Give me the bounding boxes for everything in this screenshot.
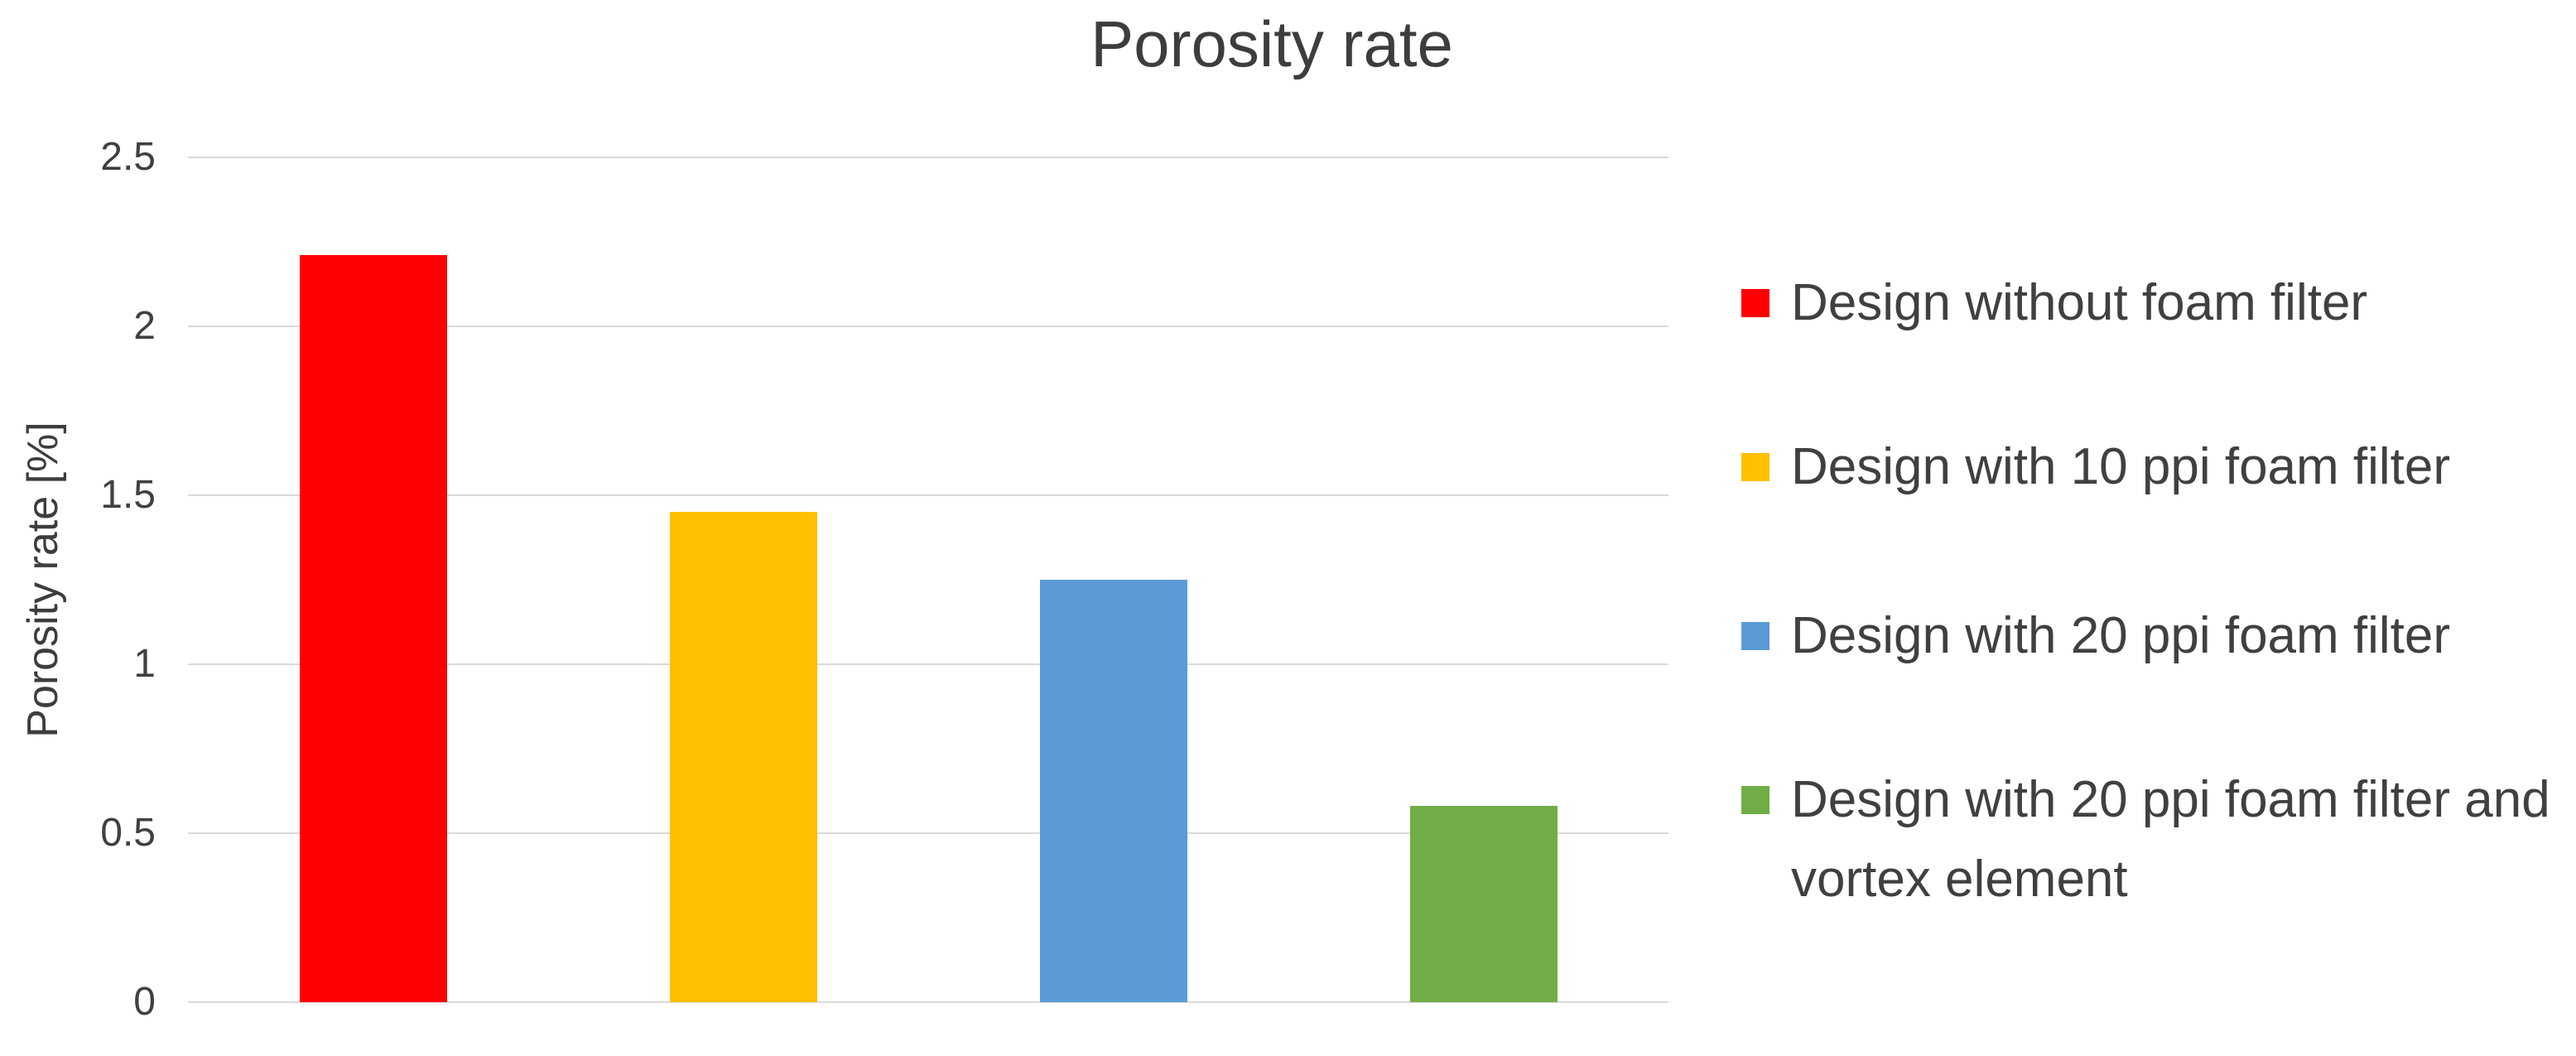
legend-label-line: vortex element [1791,851,2128,908]
gridline-0.5 [188,832,1668,834]
bar-design-with-20-ppi-foam-filter-and-vortex-element [1409,806,1558,1002]
legend-swatch-design-without-foam-filter [1741,289,1769,317]
gridline-1.5 [188,494,1668,496]
plot-area [188,157,1668,1003]
legend-label-line: Design with 10 ppi foam filter [1791,438,2451,495]
y-tick-label-2.5: 2.5 [100,135,156,179]
legend-label: Design without foam filter [1791,263,2367,343]
legend-label: Design with 20 ppi foam filter [1791,596,2450,676]
legend-label-line: Design without foam filter [1791,274,2368,331]
bar-design-without-foam-filter [299,255,447,1002]
gridline-1 [188,663,1668,665]
bar-design-with-10-ppi-foam-filter [669,512,817,1002]
bar-design-with-20-ppi-foam-filter [1039,580,1187,1002]
legend-label: Design with 20 ppi foam filter and vortex… [1791,760,2550,919]
legend-swatch-design-with-10-ppi-foam-filter [1741,453,1769,481]
legend-label-line: Design with 20 ppi foam filter [1791,607,2451,664]
legend-item-design-with-20-ppi-foam-filter-and-vortex-element: Design with 20 ppi foam filter and vortex… [1741,760,2550,919]
chart-title: Porosity rate [1091,7,1453,80]
legend-label-line: Design with 20 ppi foam filter and [1791,771,2550,828]
y-tick-label-1: 1 [133,642,156,686]
legend-item-design-with-10-ppi-foam-filter: Design with 10 ppi foam filter [1741,427,2450,507]
legend-swatch-design-with-20-ppi-foam-filter-and-vortex-element [1741,786,1769,814]
y-tick-label-0: 0 [133,980,156,1024]
legend-label: Design with 10 ppi foam filter [1791,427,2450,507]
y-tick-label-2: 2 [133,304,156,348]
gridline-0 [188,1001,1668,1003]
y-tick-label-0.5: 0.5 [100,811,156,855]
gridline-2 [188,325,1668,327]
legend-swatch-design-with-20-ppi-foam-filter [1741,622,1769,650]
legend-item-design-without-foam-filter: Design without foam filter [1741,263,2367,343]
gridline-2.5 [188,157,1668,158]
legend-item-design-with-20-ppi-foam-filter: Design with 20 ppi foam filter [1741,596,2450,676]
y-tick-label-1.5: 1.5 [100,473,156,517]
